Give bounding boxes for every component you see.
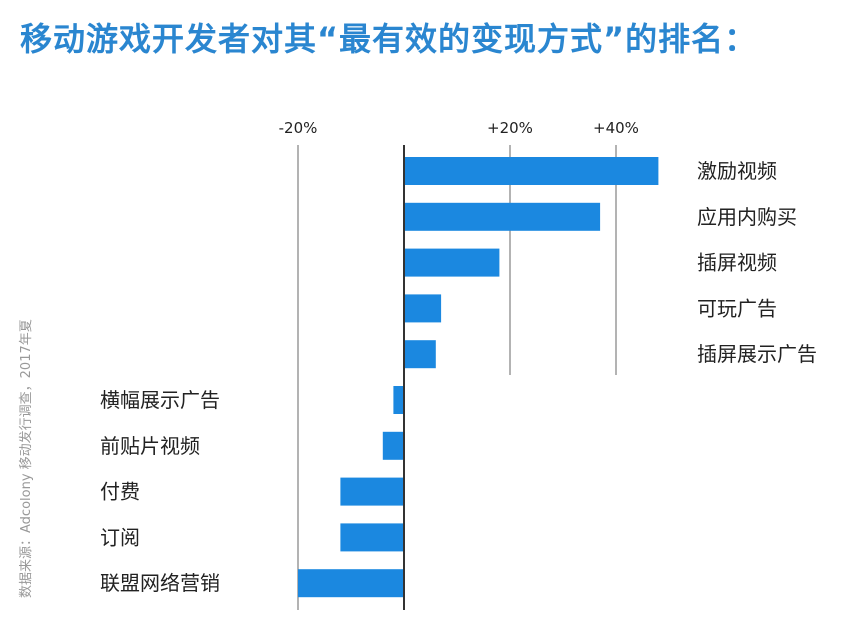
- category-label-9: 联盟网络营销: [100, 571, 220, 595]
- tick-label-2: +40%: [593, 119, 639, 137]
- bar-1: [404, 202, 601, 231]
- category-label-8: 订阅: [100, 525, 140, 549]
- bar-3: [404, 294, 442, 323]
- category-label-7: 付费: [100, 480, 140, 504]
- bar-6: [382, 431, 404, 460]
- category-label-6: 前贴片视频: [100, 434, 200, 458]
- tick-label-1: +20%: [487, 119, 533, 137]
- bar-0: [404, 157, 659, 185]
- category-label-4: 插屏展示广告: [697, 342, 817, 366]
- category-label-5: 横幅展示广告: [100, 388, 220, 412]
- bar-7: [340, 477, 404, 506]
- bar-2: [404, 248, 500, 277]
- bar-8: [340, 523, 404, 552]
- bar-5: [393, 386, 404, 414]
- bar-4: [404, 340, 436, 369]
- bar-9: [298, 569, 404, 598]
- category-label-3: 可玩广告: [697, 296, 777, 320]
- chart-title: 移动游戏开发者对其“最有效的变现方式”的排名：: [20, 20, 758, 58]
- category-label-2: 插屏视频: [697, 251, 777, 275]
- category-label-0: 激励视频: [697, 159, 777, 183]
- category-label-1: 应用内购买: [697, 205, 797, 229]
- tick-label-0: -20%: [279, 119, 318, 137]
